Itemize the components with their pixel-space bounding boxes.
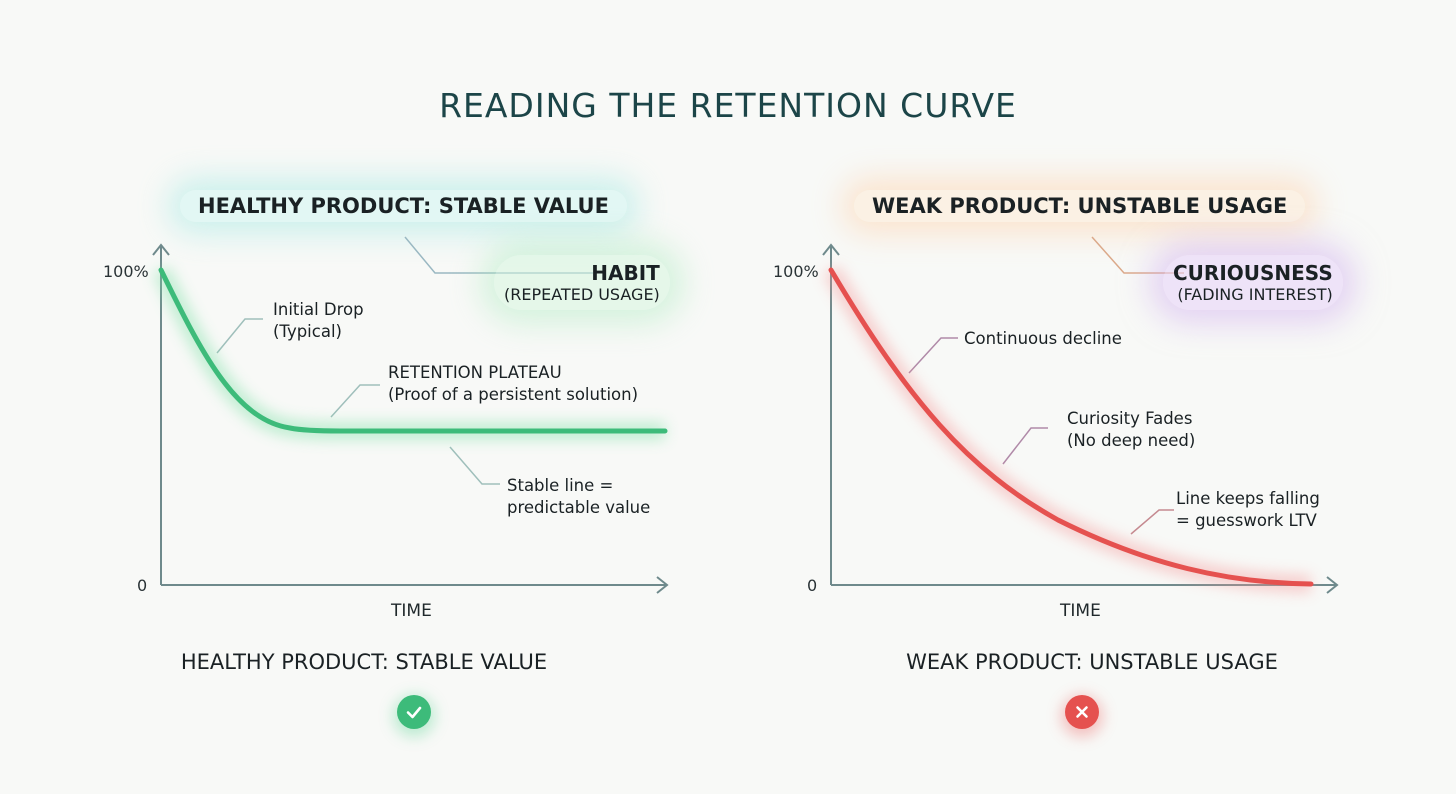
annotation-plateau: RETENTION PLATEAU (Proof of a persistent… — [388, 363, 639, 404]
weak-footer: WEAK PRODUCT: UNSTABLE USAGE — [906, 650, 1278, 674]
curiousness-subtitle: (FADING INTEREST) — [1177, 285, 1333, 304]
x-axis-label: TIME — [391, 601, 432, 621]
annotation-initial-drop: Initial Drop (Typical) — [273, 300, 364, 341]
habit-subtitle: (REPEATED USAGE) — [504, 285, 660, 304]
y-axis — [822, 243, 840, 585]
y-axis — [152, 243, 170, 585]
leader-lines — [908, 236, 1184, 535]
annotation-line-keeps-falling: Line keeps falling = guesswork LTV — [1176, 489, 1320, 530]
y-tick-0: 0 — [137, 576, 148, 595]
check-icon — [397, 695, 431, 729]
weak-chart — [822, 236, 1339, 594]
habit-tag: HABIT (REPEATED USAGE) — [494, 255, 670, 310]
curiousness-title: CURIOUSNESS — [1173, 261, 1333, 285]
annotation-curiosity-fades: Curiosity Fades (No deep need) — [1067, 409, 1196, 450]
y-tick-100: 100% — [773, 262, 819, 281]
healthy-footer: HEALTHY PRODUCT: STABLE VALUE — [180, 650, 548, 674]
healthy-heading: HEALTHY PRODUCT: STABLE VALUE — [180, 190, 627, 222]
y-tick-100: 100% — [103, 262, 149, 281]
weak-panel: WEAK PRODUCT: UNSTABLE USAGE 100% 0 TIME… — [728, 0, 1456, 794]
weak-curve — [828, 267, 1314, 587]
y-tick-0: 0 — [807, 576, 818, 595]
page-title: READING THE RETENTION CURVE — [439, 86, 1017, 125]
annotation-continuous-decline: Continuous decline — [964, 329, 1122, 348]
x-axis — [161, 576, 669, 594]
weak-heading: WEAK PRODUCT: UNSTABLE USAGE — [854, 190, 1306, 222]
healthy-curve — [158, 267, 668, 434]
curiousness-tag: CURIOUSNESS (FADING INTEREST) — [1163, 255, 1343, 310]
annotation-stable-line: Stable line = predictable value — [507, 476, 651, 517]
x-axis-label: TIME — [1060, 601, 1101, 621]
healthy-panel: HEALTHY PRODUCT: STABLE VALUE 100% 0 TIM… — [103, 190, 670, 729]
x-icon — [1065, 695, 1099, 729]
habit-title: HABIT — [591, 261, 660, 285]
